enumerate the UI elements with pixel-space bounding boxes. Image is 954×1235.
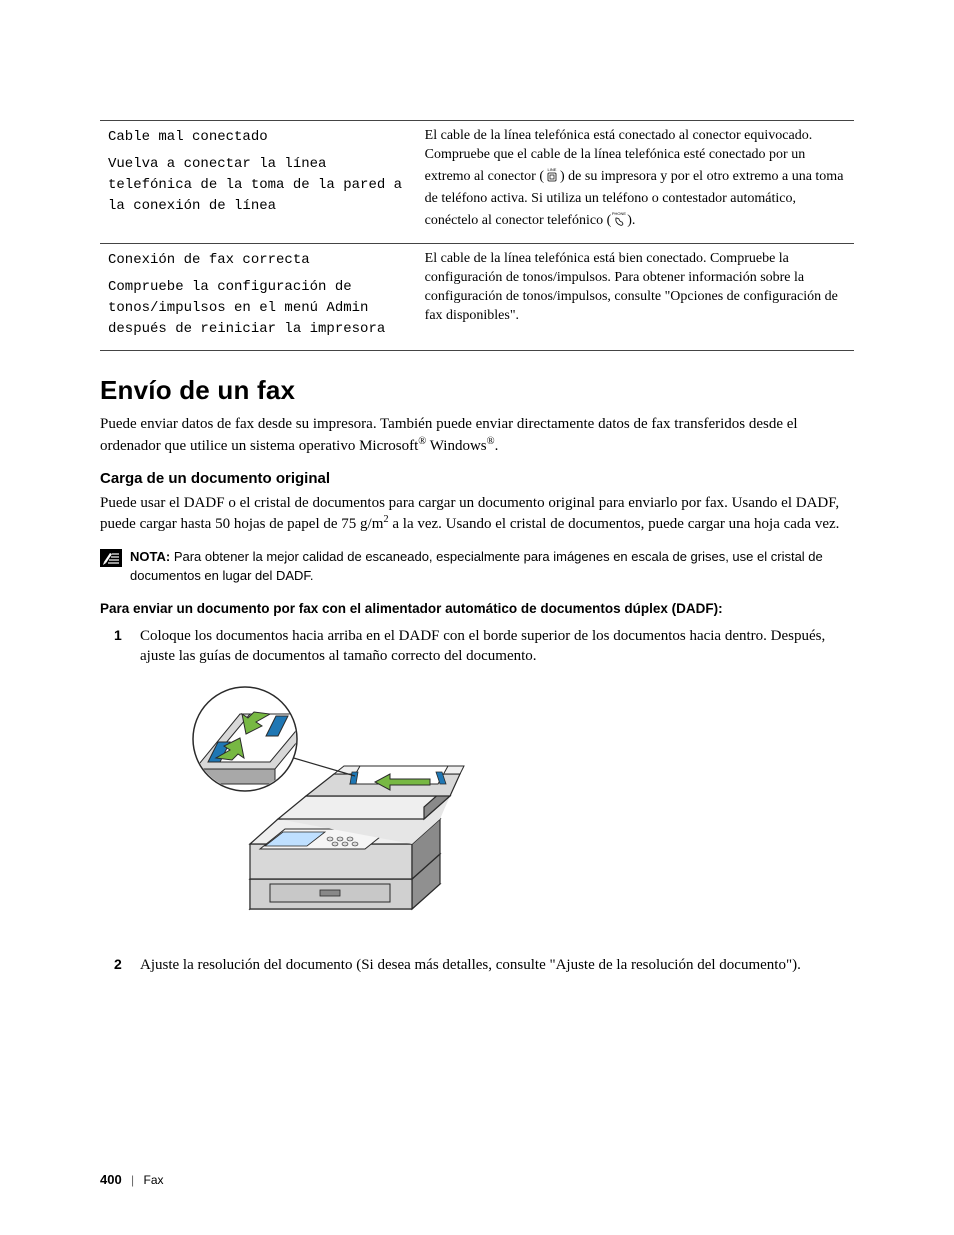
line-connector-icon: LINE	[544, 165, 560, 190]
table-cell-right: El cable de la línea telefónica está bie…	[417, 244, 854, 351]
page-number: 400	[100, 1172, 122, 1187]
table-cell-right: El cable de la línea telefónica está con…	[417, 121, 854, 244]
text: a la vez. Usando el cristal de documento…	[389, 516, 840, 532]
troubleshoot-table: Cable mal conectado Vuelva a conectar la…	[100, 120, 854, 351]
svg-text:PHONE: PHONE	[612, 211, 627, 216]
text: Windows	[426, 438, 486, 454]
table-cell-left: Conexión de fax correcta Compruebe la co…	[100, 244, 417, 351]
msg-title: Conexión de fax correcta	[108, 250, 409, 271]
msg-action: Vuelva a conectar la línea telefónica de…	[108, 154, 409, 217]
footer-section: Fax	[144, 1173, 164, 1187]
procedure-heading: Para enviar un documento por fax con el …	[100, 601, 854, 616]
body-paragraph: Puede enviar datos de fax desde su impre…	[100, 414, 854, 456]
svg-text:LINE: LINE	[548, 167, 557, 172]
note: NOTA: Para obtener la mejor calidad de e…	[100, 548, 854, 584]
footer-separator: |	[131, 1173, 134, 1187]
page: Cable mal conectado Vuelva a conectar la…	[0, 0, 954, 1235]
table-row: Cable mal conectado Vuelva a conectar la…	[100, 121, 854, 244]
printer-body-group	[250, 766, 464, 909]
phone-connector-icon: PHONE	[611, 209, 627, 234]
body-paragraph: Puede usar el DADF o el cristal de docum…	[100, 493, 854, 535]
msg-action: Compruebe la configuración de tonos/impu…	[108, 277, 409, 340]
text: .	[495, 438, 499, 454]
printer-figure	[180, 684, 854, 940]
note-body: Para obtener la mejor calidad de escanea…	[130, 549, 823, 582]
note-icon	[100, 549, 122, 572]
step-item: Coloque los documentos hacia arriba en e…	[100, 626, 854, 941]
subsection-heading: Carga de un documento original	[100, 470, 854, 487]
desc-text: ).	[627, 213, 635, 228]
step-text: Coloque los documentos hacia arriba en e…	[140, 628, 825, 664]
page-footer: 400 | Fax	[100, 1172, 164, 1187]
note-content: NOTA: Para obtener la mejor calidad de e…	[130, 548, 854, 584]
note-label: NOTA:	[130, 549, 170, 564]
callout-group	[193, 687, 320, 791]
registered-mark: ®	[487, 436, 495, 447]
desc-text: El cable de la línea telefónica está bie…	[425, 251, 838, 323]
table-cell-left: Cable mal conectado Vuelva a conectar la…	[100, 121, 417, 244]
section-heading: Envío de un fax	[100, 375, 854, 406]
msg-title: Cable mal conectado	[108, 127, 409, 148]
step-text: Ajuste la resolución del documento (Si d…	[140, 957, 801, 973]
table-row: Conexión de fax correcta Compruebe la co…	[100, 244, 854, 351]
step-list: Coloque los documentos hacia arriba en e…	[100, 626, 854, 975]
step-item: Ajuste la resolución del documento (Si d…	[100, 955, 854, 975]
